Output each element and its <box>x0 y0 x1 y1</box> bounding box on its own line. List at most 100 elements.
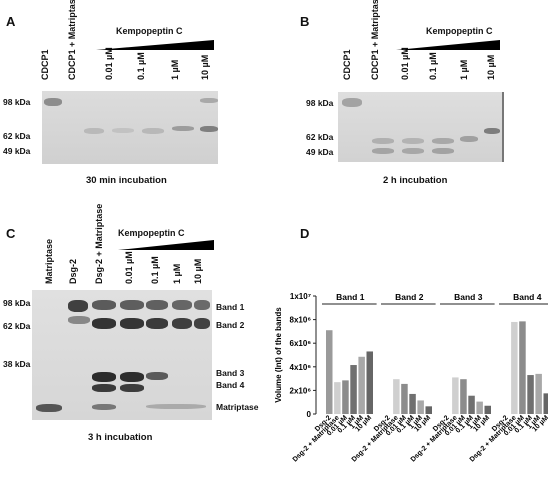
band-label-2: Band 2 <box>216 320 245 330</box>
band-volume-chart: 0 2x10⁶ 4x10⁶ 6x10⁶ 8x10⁶ 1x10⁷ Volume (Int) o… <box>274 292 548 464</box>
x-tick-label: Dsg-2 + Matriptase <box>292 414 341 463</box>
gel-band <box>146 318 168 329</box>
gel-band <box>92 384 116 392</box>
y-tick-label: 1x10⁷ <box>290 292 311 301</box>
lane-label-10: 10 µM <box>486 54 496 80</box>
concentration-wedge <box>118 240 214 250</box>
lane-label-10: 10 µM <box>200 54 210 80</box>
bar <box>452 377 459 414</box>
y-tick-label: 8x10⁶ <box>290 316 312 325</box>
gel-band <box>194 300 210 310</box>
marker-38: 38 kDa <box>3 359 31 369</box>
bar <box>366 351 373 414</box>
gel-band <box>342 98 362 107</box>
lane-label-1: 1 µM <box>170 59 180 80</box>
bar <box>476 401 483 414</box>
lane-label-cdcp1-matriptase: CDCP1 + Matriptase <box>67 0 77 80</box>
gel-band <box>146 300 168 310</box>
lane-label-dsg2-matriptase: Dsg-2 + Matriptase <box>94 203 104 284</box>
gel-band <box>44 98 62 106</box>
bar <box>409 393 416 414</box>
gel-band <box>120 300 144 310</box>
gel-band <box>146 404 206 409</box>
gel-band <box>120 318 144 329</box>
bar <box>425 406 432 414</box>
gel-band <box>460 136 478 142</box>
bar <box>393 379 400 414</box>
bar <box>417 400 424 414</box>
lane-label-dsg2: Dsg-2 <box>68 258 78 284</box>
marker-62: 62 kDa <box>3 131 31 141</box>
bar <box>334 382 341 414</box>
gel-band <box>402 148 424 154</box>
bar <box>511 321 518 414</box>
gel-band <box>484 128 500 134</box>
bar <box>535 373 542 414</box>
bar <box>401 383 408 414</box>
gel-band <box>36 404 62 412</box>
lane-label-001: 0.01 µM <box>104 47 114 80</box>
lane-label-cdcp1-matriptase: CDCP1 + Matriptase <box>370 0 380 80</box>
marker-98: 98 kDa <box>306 98 334 108</box>
y-axis-title: Volume (Int) of the bands <box>274 307 283 403</box>
gel-band <box>172 300 192 310</box>
bar <box>543 393 548 414</box>
bar <box>342 380 349 414</box>
gel-band <box>84 128 104 134</box>
gel-band <box>146 372 168 380</box>
lane-label-01: 0.1 µM <box>428 52 438 80</box>
lane-label-cdcp1: CDCP1 <box>342 49 352 80</box>
y-tick-label: 2x10⁶ <box>290 386 312 395</box>
band-label-1: Band 1 <box>216 302 245 312</box>
panel-d-letter: D <box>300 226 310 241</box>
caption-c: 3 h incubation <box>88 432 153 443</box>
gel-band <box>402 138 424 144</box>
bar <box>519 321 526 414</box>
group-label: Band 1 <box>336 292 365 302</box>
gel-band <box>432 138 454 144</box>
marker-49: 49 kDa <box>3 146 31 156</box>
treatment-label: Kempopeptin C <box>426 26 493 36</box>
gel-band <box>172 318 192 329</box>
marker-98: 98 kDa <box>3 97 31 107</box>
bar <box>527 375 534 414</box>
gel-b <box>338 92 504 162</box>
gel-band <box>92 300 116 310</box>
group-label: Band 4 <box>513 292 542 302</box>
caption-a: 30 min incubation <box>86 175 167 186</box>
band-label-3: Band 3 <box>216 368 245 378</box>
concentration-wedge <box>396 40 500 50</box>
gel-band <box>172 126 194 131</box>
panel-a-letter: A <box>6 14 16 29</box>
bar <box>350 365 357 414</box>
gel-a <box>42 91 218 164</box>
panel-b-letter: B <box>300 14 310 29</box>
treatment-label: Kempopeptin C <box>118 228 185 238</box>
concentration-wedge <box>96 40 214 50</box>
gel-band <box>120 384 144 392</box>
lane-label-1: 1 µM <box>459 59 469 80</box>
y-tick-label: 4x10⁶ <box>290 363 312 372</box>
gel-band <box>92 404 116 410</box>
group-label: Band 2 <box>395 292 424 302</box>
marker-62: 62 kDa <box>3 321 31 331</box>
gel-c <box>32 290 212 420</box>
lane-label-matriptase: Matriptase <box>44 238 54 284</box>
lane-label-1: 1 µM <box>172 263 182 284</box>
caption-b: 2 h incubation <box>383 175 448 186</box>
treatment-label: Kempopeptin C <box>116 26 183 36</box>
band-label-matriptase: Matriptase <box>216 402 259 412</box>
gel-band <box>432 148 454 154</box>
gel-band <box>142 128 164 134</box>
gel-band <box>200 126 218 132</box>
y-tick-label: 6x10⁶ <box>290 339 312 348</box>
y-tick-label: 0 <box>307 410 312 419</box>
gel-band <box>112 128 134 133</box>
gel-band <box>120 372 144 382</box>
gel-band <box>68 316 90 324</box>
lane-label-01: 0.1 µM <box>150 256 160 284</box>
lane-label-10: 10 µM <box>193 258 203 284</box>
marker-62: 62 kDa <box>306 132 334 142</box>
lane-label-cdcp1: CDCP1 <box>40 49 50 80</box>
marker-98: 98 kDa <box>3 298 31 308</box>
